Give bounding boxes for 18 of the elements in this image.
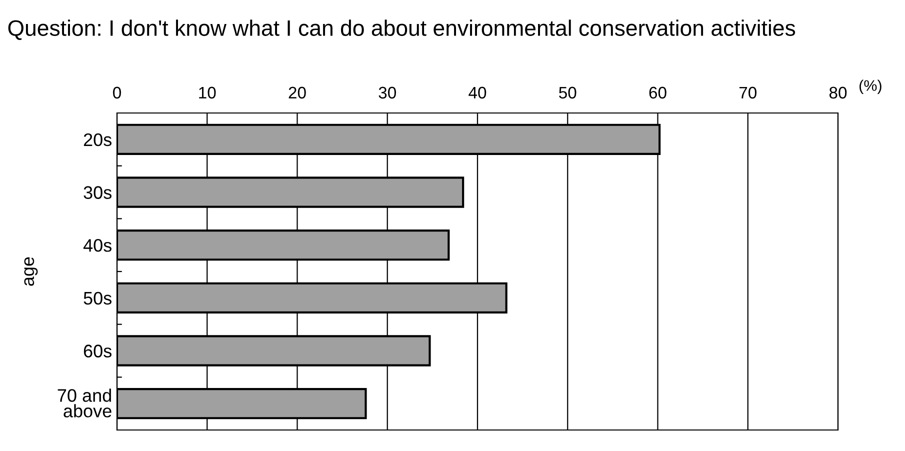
y-tick-label: 60s [84,344,112,358]
y-tick-label: 20s [84,133,112,146]
y-tick-label: 40s [83,239,112,252]
x-axis-title: (%) [860,80,882,94]
x-tick-label: 20 [288,86,306,99]
y-tick-label: 70 and above [58,388,112,418]
x-tick-label: 50 [559,86,576,99]
x-tick-label: 80 [829,86,847,99]
y-tick-label: 50s [84,292,112,305]
x-tick-label: 10 [199,86,216,99]
chart-title: Question: I don't know what I can do about environmental conservation activities [8,20,796,40]
x-tick-label: 40 [468,86,486,99]
y-axis-title: age [24,257,38,286]
x-tick-label: 0 [113,86,121,99]
x-tick-label: 60 [649,86,666,99]
x-tick-label: 70 [739,86,756,99]
x-tick-label: 30 [378,86,396,99]
y-tick-label: 30s [84,186,112,199]
